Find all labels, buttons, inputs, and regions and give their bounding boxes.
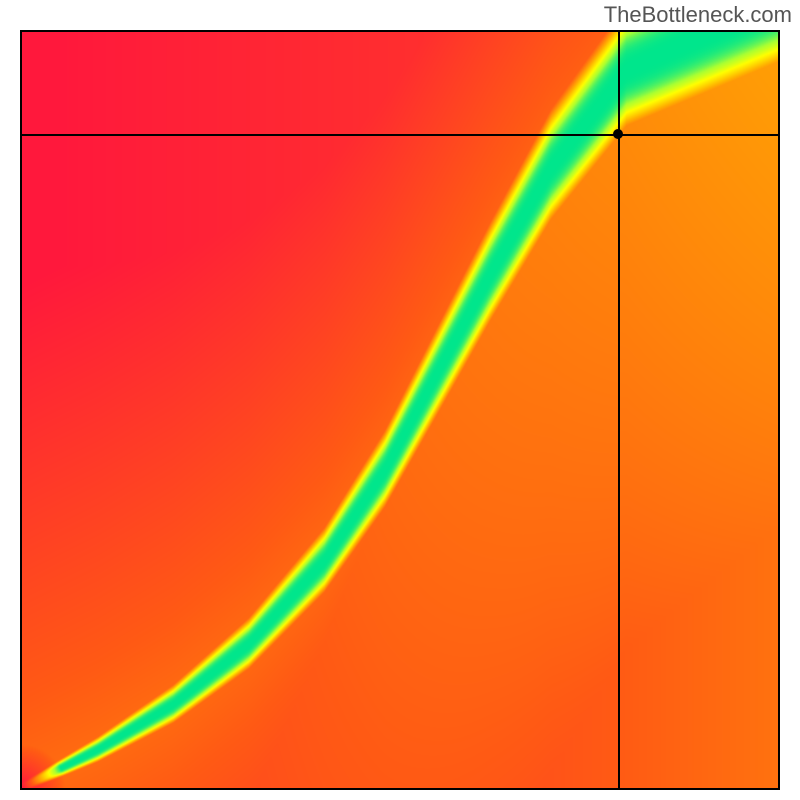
crosshair-vertical — [618, 32, 620, 788]
watermark-text: TheBottleneck.com — [604, 2, 792, 28]
heatmap-canvas — [22, 32, 778, 788]
plot-frame — [20, 30, 780, 790]
crosshair-horizontal — [22, 134, 778, 136]
chart-container: TheBottleneck.com — [0, 0, 800, 800]
